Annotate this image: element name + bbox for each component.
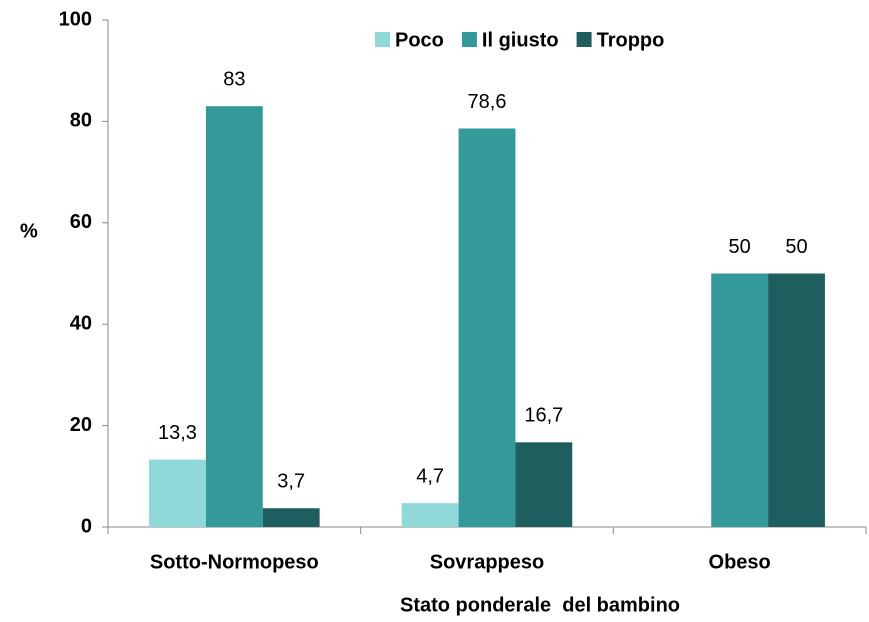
legend-swatch bbox=[576, 32, 592, 47]
y-tick-label: 80 bbox=[70, 110, 92, 132]
y-tick-label: 40 bbox=[70, 312, 92, 334]
y-tick-label: 20 bbox=[70, 414, 92, 436]
bar bbox=[458, 128, 516, 528]
value-label: 50 bbox=[785, 236, 807, 258]
x-tick-label: Obeso bbox=[709, 551, 771, 573]
y-axis-label: % bbox=[20, 220, 38, 242]
value-label: 83 bbox=[223, 68, 245, 90]
value-label: 3,7 bbox=[277, 471, 305, 493]
legend-label: Il giusto bbox=[482, 29, 559, 51]
y-tick-label: 0 bbox=[81, 515, 92, 537]
legend-label: Troppo bbox=[597, 29, 665, 51]
y-tick-label: 100 bbox=[59, 8, 92, 30]
bar bbox=[205, 106, 263, 527]
bar bbox=[768, 273, 825, 527]
x-tick-label: Sovrappeso bbox=[430, 551, 544, 573]
x-tick-label: Sotto-Normopeso bbox=[150, 551, 319, 573]
legend-label: Poco bbox=[395, 29, 444, 51]
value-label: 13,3 bbox=[158, 422, 197, 444]
x-axis-label: Stato ponderale del bambino bbox=[400, 594, 680, 616]
value-label: 50 bbox=[729, 236, 751, 258]
bar bbox=[262, 508, 320, 527]
bar bbox=[711, 273, 769, 527]
bar bbox=[149, 459, 206, 527]
bar bbox=[401, 503, 459, 527]
legend-swatch bbox=[375, 32, 390, 47]
value-label: 78,6 bbox=[468, 91, 507, 113]
y-tick-label: 60 bbox=[70, 211, 92, 233]
value-label: 4,7 bbox=[416, 465, 444, 487]
legend-swatch bbox=[461, 32, 477, 47]
value-label: 16,7 bbox=[524, 405, 563, 427]
bar bbox=[515, 442, 573, 527]
